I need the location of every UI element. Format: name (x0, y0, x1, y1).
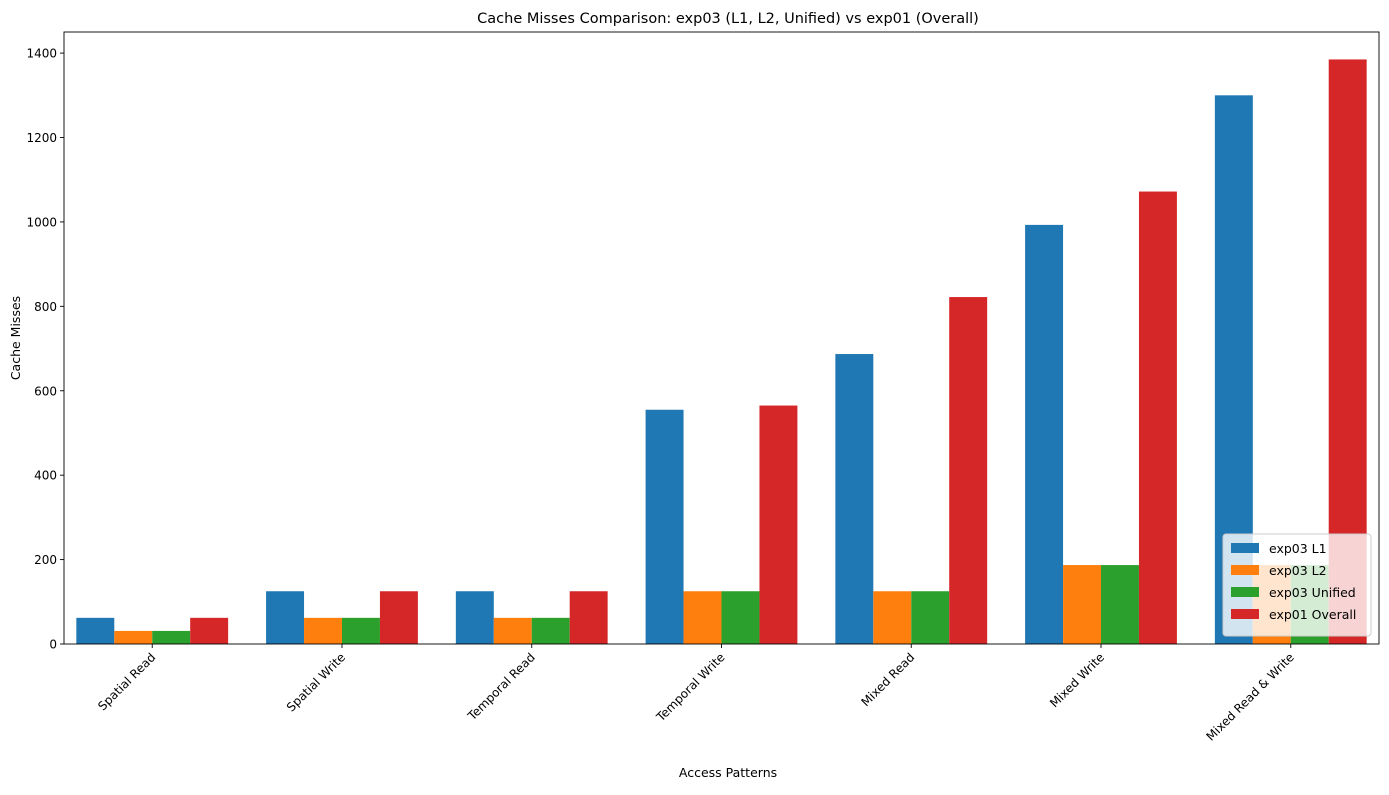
bar (1025, 224, 1064, 645)
y-tick-label: 600 (34, 384, 57, 398)
y-tick-label: 200 (34, 553, 57, 567)
bar (114, 630, 153, 644)
legend-swatch (1231, 609, 1259, 619)
bar (1063, 565, 1102, 644)
bar (341, 617, 380, 644)
bar (835, 354, 874, 644)
legend-label: exp03 L1 (1269, 541, 1327, 556)
bar (152, 630, 191, 644)
y-tick-label: 0 (49, 638, 57, 652)
legend-swatch (1231, 565, 1259, 575)
legend-label: exp03 Unified (1269, 585, 1356, 600)
y-tick-label: 1400 (26, 47, 57, 61)
legend-box (1222, 533, 1372, 637)
bars (76, 59, 1367, 645)
y-tick-label: 1000 (26, 215, 57, 229)
x-tick-label: Spatial Read (95, 650, 158, 713)
chart-title: Cache Misses Comparison: exp03 (L1, L2, … (477, 11, 979, 27)
bar (190, 617, 229, 644)
x-tick-label: Temporal Write (653, 650, 728, 725)
legend-label: exp01 Overall (1269, 607, 1356, 622)
legend-label: exp03 L2 (1269, 563, 1327, 578)
x-tick-label: Mixed Write (1047, 650, 1107, 710)
bar (873, 591, 912, 644)
bar (759, 405, 798, 644)
x-axis-label: Access Patterns (679, 765, 777, 780)
bar (379, 591, 418, 644)
x-tick-label: Temporal Read (464, 650, 537, 723)
bar (1101, 565, 1139, 644)
bar (304, 617, 342, 644)
bar (721, 591, 760, 644)
bar (683, 591, 722, 644)
y-tick-label: 400 (34, 469, 57, 483)
y-tick-label: 1200 (26, 131, 57, 145)
y-axis-label: Cache Misses (8, 296, 23, 380)
x-tick-label: Mixed Read & Write (1204, 650, 1297, 743)
legend-swatch (1231, 587, 1259, 597)
bar (1138, 191, 1177, 645)
y-tick-label: 800 (34, 300, 57, 314)
legend-swatch (1231, 543, 1259, 553)
bar (911, 591, 950, 644)
bar (266, 591, 305, 644)
bar (949, 297, 988, 644)
bar (531, 617, 570, 644)
bar (455, 591, 494, 644)
legend: exp03 L1 exp03 L2 exp03 Unified exp01 Overa… (1222, 533, 1372, 637)
x-tick-label: Spatial Write (284, 650, 348, 714)
bar (645, 409, 684, 644)
bar (493, 617, 532, 644)
bar (569, 591, 608, 644)
plot-frame (63, 31, 1380, 645)
bar (76, 617, 115, 644)
x-tick-label: Mixed Read (858, 650, 917, 709)
